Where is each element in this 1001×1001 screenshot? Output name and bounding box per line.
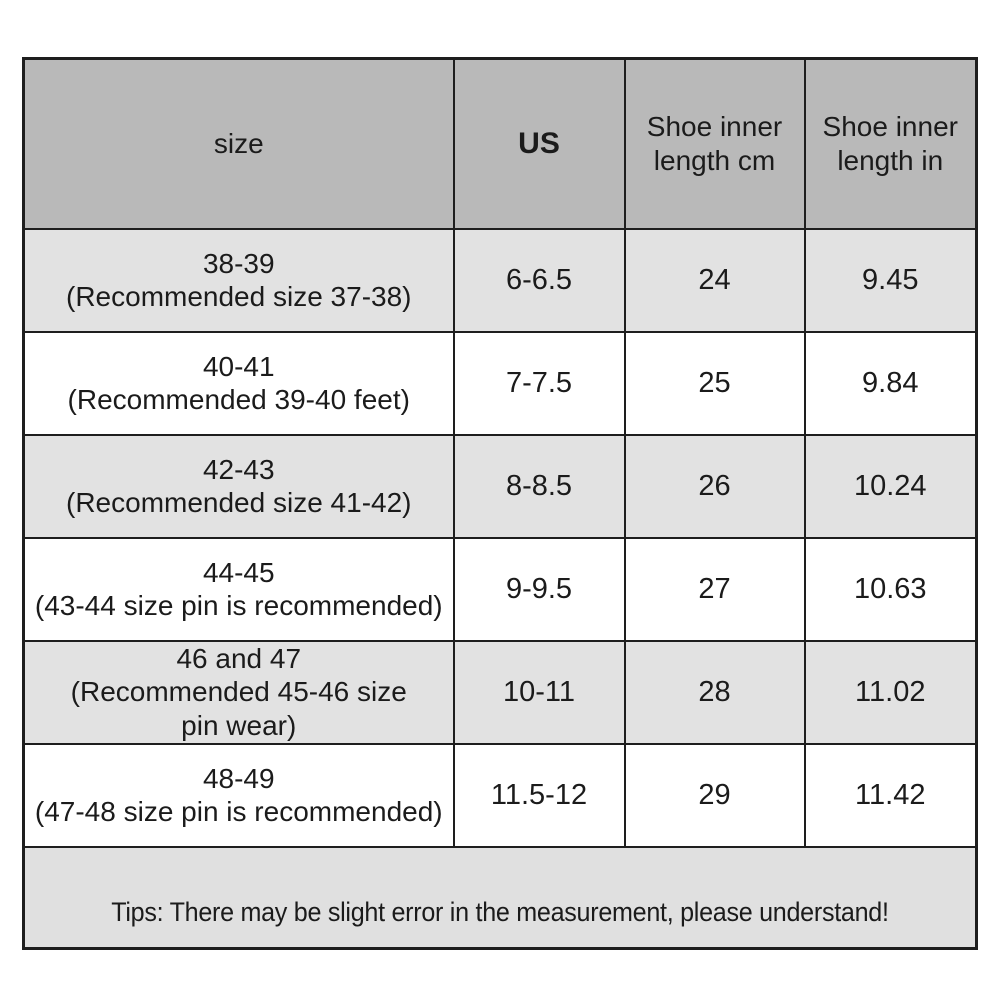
tips-note-text: Tips: There may be slight error in the m…	[111, 897, 889, 928]
inch-cell: 9.45	[803, 227, 978, 333]
size-cell: 44-45 (43-44 size pin is recommended)	[22, 536, 455, 642]
footer-row: Tips: There may be slight error in the m…	[22, 845, 978, 950]
header-cell-size: size	[22, 57, 455, 230]
table-row: 38-39 (Recommended size 37-38) 6-6.5 24 …	[22, 227, 978, 333]
cm-cell: 25	[623, 330, 806, 436]
cm-cell: 26	[623, 433, 806, 539]
table-header: size US Shoe inner length cm Shoe inner …	[22, 57, 978, 230]
inch-cell: 9.84	[803, 330, 978, 436]
table-row: 40-41 (Recommended 39-40 feet) 7-7.5 25 …	[22, 330, 978, 436]
us-cell: 7-7.5	[452, 330, 626, 436]
inch-cell: 11.02	[803, 639, 978, 745]
inch-cell: 10.63	[803, 536, 978, 642]
size-cell: 40-41 (Recommended 39-40 feet)	[22, 330, 455, 436]
table-row: 46 and 47 (Recommended 45-46 size pin we…	[22, 639, 978, 745]
us-cell: 8-8.5	[452, 433, 626, 539]
size-cell: 46 and 47 (Recommended 45-46 size pin we…	[22, 639, 455, 745]
table-row: 42-43 (Recommended size 41-42) 8-8.5 26 …	[22, 433, 978, 539]
table-body: 38-39 (Recommended size 37-38) 6-6.5 24 …	[22, 227, 978, 848]
table-footer: Tips: There may be slight error in the m…	[22, 845, 978, 950]
header-row: size US Shoe inner length cm Shoe inner …	[22, 57, 978, 230]
us-cell: 11.5-12	[452, 742, 626, 848]
inch-cell: 10.24	[803, 433, 978, 539]
tips-note-cell: Tips: There may be slight error in the m…	[22, 845, 978, 950]
us-cell: 9-9.5	[452, 536, 626, 642]
size-chart: size US Shoe inner length cm Shoe inner …	[22, 57, 978, 950]
size-cell: 48-49 (47-48 size pin is recommended)	[22, 742, 455, 848]
cm-cell: 29	[623, 742, 806, 848]
size-cell: 38-39 (Recommended size 37-38)	[22, 227, 455, 333]
cm-cell: 28	[623, 639, 806, 745]
cm-cell: 24	[623, 227, 806, 333]
us-cell: 6-6.5	[452, 227, 626, 333]
table-row: 48-49 (47-48 size pin is recommended) 11…	[22, 742, 978, 848]
header-cell-inner-length-cm: Shoe inner length cm	[623, 57, 806, 230]
header-cell-inner-length-in: Shoe inner length in	[803, 57, 978, 230]
table-row: 44-45 (43-44 size pin is recommended) 9-…	[22, 536, 978, 642]
cm-cell: 27	[623, 536, 806, 642]
size-cell: 42-43 (Recommended size 41-42)	[22, 433, 455, 539]
inch-cell: 11.42	[803, 742, 978, 848]
header-cell-us: US	[452, 57, 626, 230]
us-cell: 10-11	[452, 639, 626, 745]
size-chart-table: size US Shoe inner length cm Shoe inner …	[22, 57, 978, 950]
